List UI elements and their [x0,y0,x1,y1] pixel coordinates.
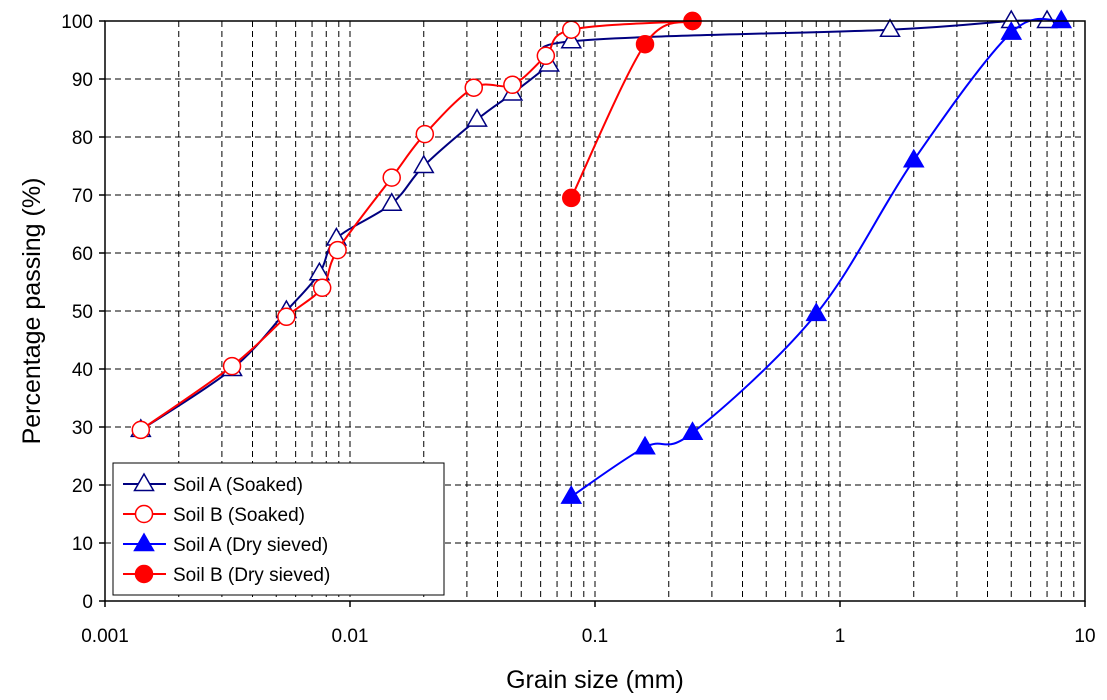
y-tick-label: 20 [72,476,93,497]
data-point [412,154,435,174]
axis-ticks: 0 10 20 30 40 50 60 70 80 90 100 0.001 0.01 0.1 1 10 [61,12,1095,647]
data-point [277,307,296,327]
data-point [562,20,581,39]
legend-label: Soil A (Soaked) [173,475,303,496]
legend-marker [134,504,154,524]
data-point [805,302,828,322]
data-point [560,29,583,49]
y-tick-label: 0 [82,592,93,613]
series-line [140,20,693,431]
data-point [464,78,484,97]
x-tick-label: 0.1 [582,626,608,647]
y-tick-label: 90 [72,70,93,91]
legend-entry: Soil A (Soaked) [123,472,303,496]
series-line [570,20,693,199]
data-point [466,108,488,127]
data-point [1050,9,1073,29]
y-tick-label: 80 [72,128,93,149]
legend-marker [134,564,154,584]
data-point [902,148,925,168]
y-tick-label: 100 [61,12,93,33]
legend-label: Soil B (Soaked) [173,505,305,526]
legend: Soil A (Soaked) Soil B (Soaked) Soil A (Dr… [112,462,445,596]
y-tick-label: 60 [72,244,93,265]
series-2 [560,9,1073,504]
legend-entry: Soil B (Soaked) [123,504,305,526]
data-point [635,34,655,54]
data-point [503,75,522,95]
data-point [634,435,656,455]
data-point [681,421,704,441]
legend-box [112,462,445,596]
x-tick-label: 1 [835,626,846,647]
series-layer [130,9,1073,504]
data-point [312,278,332,298]
y-tick-label: 70 [72,186,93,207]
x-tick-label: 0.001 [81,626,129,647]
legend-label: Soil B (Dry sieved) [173,565,330,586]
data-point [562,188,581,208]
legend-label: Soil A (Dry sieved) [173,535,328,556]
data-point [380,192,403,211]
data-point [415,124,435,144]
data-point [222,356,242,376]
y-tick-label: 40 [72,360,93,381]
data-point [536,46,556,66]
grid [105,21,1085,601]
y-tick-label: 30 [72,418,93,439]
legend-marker [133,532,155,552]
y-tick-label: 10 [72,534,93,555]
y-tick-label: 50 [72,302,93,323]
x-tick-label: 10 [1074,626,1095,647]
data-point [560,485,583,504]
legend-entry: Soil A (Dry sieved) [123,532,328,556]
legend-entry: Soil B (Dry sieved) [123,564,330,586]
series-3 [562,11,702,208]
data-point [382,168,401,187]
data-point [1000,21,1023,40]
legend-marker [133,472,155,492]
data-point [328,240,347,260]
data-point [879,18,901,37]
x-axis-title: Grain size (mm) [506,666,684,694]
data-point [131,420,151,440]
y-axis-title: Percentage passing (%) [18,178,46,445]
x-tick-label: 0.01 [332,626,369,647]
